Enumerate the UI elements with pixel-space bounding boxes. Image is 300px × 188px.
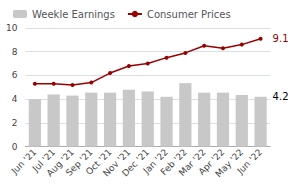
svg-text:8: 8 (12, 47, 18, 57)
svg-text:Jan '22: Jan '22 (141, 147, 171, 176)
svg-text:4: 4 (12, 94, 18, 104)
svg-text:Jun '22: Jun '22 (235, 147, 265, 177)
svg-text:Apr '22: Apr '22 (196, 147, 227, 177)
svg-text:Weekle Earnings: Weekle Earnings (32, 9, 115, 20)
svg-text:4.2: 4.2 (273, 91, 289, 102)
svg-text:Sep '21: Sep '21 (63, 147, 95, 178)
svg-text:Oct '21: Oct '21 (83, 147, 114, 177)
svg-text:May '22: May '22 (213, 147, 246, 180)
svg-text:9.1: 9.1 (273, 33, 289, 44)
svg-text:Consumer Prices: Consumer Prices (147, 9, 231, 20)
svg-text:0: 0 (12, 142, 18, 152)
svg-text:Jun '21: Jun '21 (9, 147, 39, 176)
svg-text:Dec '21: Dec '21 (120, 147, 152, 179)
svg-text:Nov '21: Nov '21 (101, 147, 133, 179)
svg-text:2: 2 (12, 118, 18, 128)
svg-text:Mar '22: Mar '22 (176, 147, 208, 178)
svg-text:6: 6 (12, 70, 18, 80)
svg-text:Jul '21: Jul '21 (30, 147, 58, 174)
svg-text:Aug '21: Aug '21 (44, 147, 76, 179)
svg-text:10: 10 (6, 23, 18, 33)
svg-text:Feb '22: Feb '22 (158, 147, 189, 178)
